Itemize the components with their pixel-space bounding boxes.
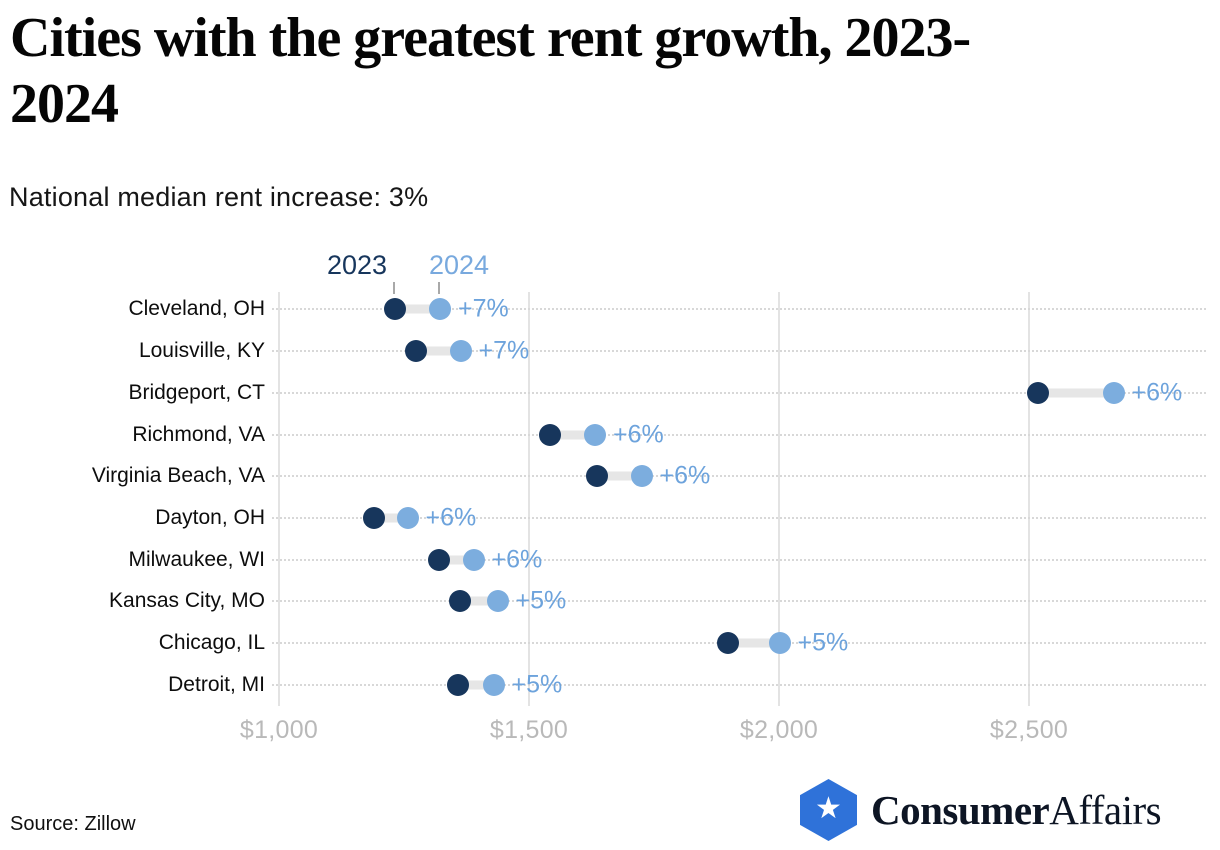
dot-2024	[396, 507, 419, 529]
dot-2023	[449, 590, 471, 613]
dot-2023	[716, 632, 739, 655]
dot-2024	[482, 673, 505, 696]
dot-2024	[486, 590, 509, 613]
growth-label: +7%	[478, 336, 530, 365]
consumeraffairs-logo: ★ ConsumerAffairs	[800, 779, 1162, 841]
source-note: Source: Zillow	[10, 813, 136, 835]
growth-label: +6%	[1131, 378, 1183, 407]
growth-label: +7%	[458, 294, 509, 323]
category-label: Chicago, IL	[158, 631, 265, 655]
row-leader-line	[272, 683, 1206, 686]
dot-2023	[405, 340, 427, 363]
row-leader-line	[272, 558, 1206, 561]
x-axis-tick-label: $1,500	[489, 716, 569, 744]
dot-2023	[383, 298, 406, 321]
x-gridline	[528, 292, 530, 706]
category-label: Richmond, VA	[132, 422, 265, 446]
growth-label: +6%	[425, 503, 477, 532]
dot-2024	[429, 298, 451, 321]
dumbbell-connector	[438, 555, 474, 565]
legend-tick-2023	[393, 282, 395, 294]
growth-label: +6%	[659, 461, 711, 490]
dumbbell-connector	[727, 638, 780, 648]
dot-2024	[630, 465, 653, 488]
page-title-line2: 2024	[10, 72, 119, 135]
x-gridline	[1028, 292, 1030, 706]
dumbbell-connector	[596, 471, 642, 481]
row-leader-line	[272, 517, 1206, 519]
dot-2024	[768, 632, 791, 655]
growth-label: +5%	[511, 670, 563, 699]
row-leader-line	[272, 475, 1206, 478]
dot-2024	[584, 423, 606, 446]
dumbbell-connector	[1037, 388, 1114, 398]
x-gridline	[778, 292, 780, 706]
category-label: Milwaukee, WI	[128, 547, 265, 571]
category-label: Detroit, MI	[168, 672, 265, 696]
logo-word-affairs: Affairs	[1049, 787, 1162, 833]
category-label: Cleveland, OH	[128, 297, 265, 321]
logo-hexagon-badge: ★	[800, 779, 857, 841]
row-leader-line	[272, 350, 1206, 353]
category-label: Kansas City, MO	[109, 589, 265, 613]
dot-2023	[539, 423, 561, 446]
dumbbell-connector	[460, 596, 498, 606]
x-gridline	[278, 292, 280, 706]
logo-wordmark: ConsumerAffairs	[871, 786, 1162, 834]
dot-2024	[462, 548, 485, 571]
category-label: Virginia Beach, VA	[91, 464, 265, 488]
row-leader-line	[272, 308, 1206, 311]
dot-2023	[427, 548, 450, 571]
star-icon: ★	[815, 791, 842, 825]
page-title-line1: Cities with the greatest rent growth, 20…	[10, 7, 971, 69]
logo-word-consumer: Consumer	[871, 787, 1050, 833]
growth-label: +6%	[491, 545, 543, 574]
row-leader-line	[272, 600, 1206, 603]
dumbbell-connector	[373, 513, 408, 523]
dot-2024	[449, 340, 472, 363]
category-label: Louisville, KY	[138, 339, 265, 363]
dot-2023	[1026, 381, 1049, 404]
growth-label: +5%	[515, 586, 567, 615]
page-title: Cities with the greatest rent growth, 20…	[10, 6, 1190, 137]
dumbbell-connector	[457, 680, 494, 690]
dumbbell-connector	[394, 304, 440, 314]
x-axis-tick-label: $2,500	[989, 716, 1069, 744]
row-leader-line	[272, 391, 1206, 394]
dot-2023	[446, 673, 469, 696]
dot-2023	[585, 465, 608, 488]
category-label: Dayton, OH	[155, 506, 265, 529]
growth-label: +5%	[797, 628, 849, 657]
category-label: Bridgeport, CT	[128, 380, 265, 404]
chart-subtitle: National median rent increase: 3%	[9, 182, 429, 212]
row-leader-line	[272, 433, 1206, 436]
x-axis-tick-label: $1,000	[239, 716, 319, 744]
legend-label-2024: 2024	[429, 250, 490, 280]
dot-2023	[362, 507, 385, 529]
x-axis-tick-label: $2,000	[739, 716, 819, 744]
legend-label-2023: 2023	[327, 250, 388, 280]
dumbbell-connector	[550, 430, 595, 440]
growth-label: +6%	[613, 420, 664, 449]
legend-tick-2024	[438, 282, 440, 294]
dumbbell-connector	[416, 346, 461, 356]
dot-2024	[1102, 381, 1125, 404]
